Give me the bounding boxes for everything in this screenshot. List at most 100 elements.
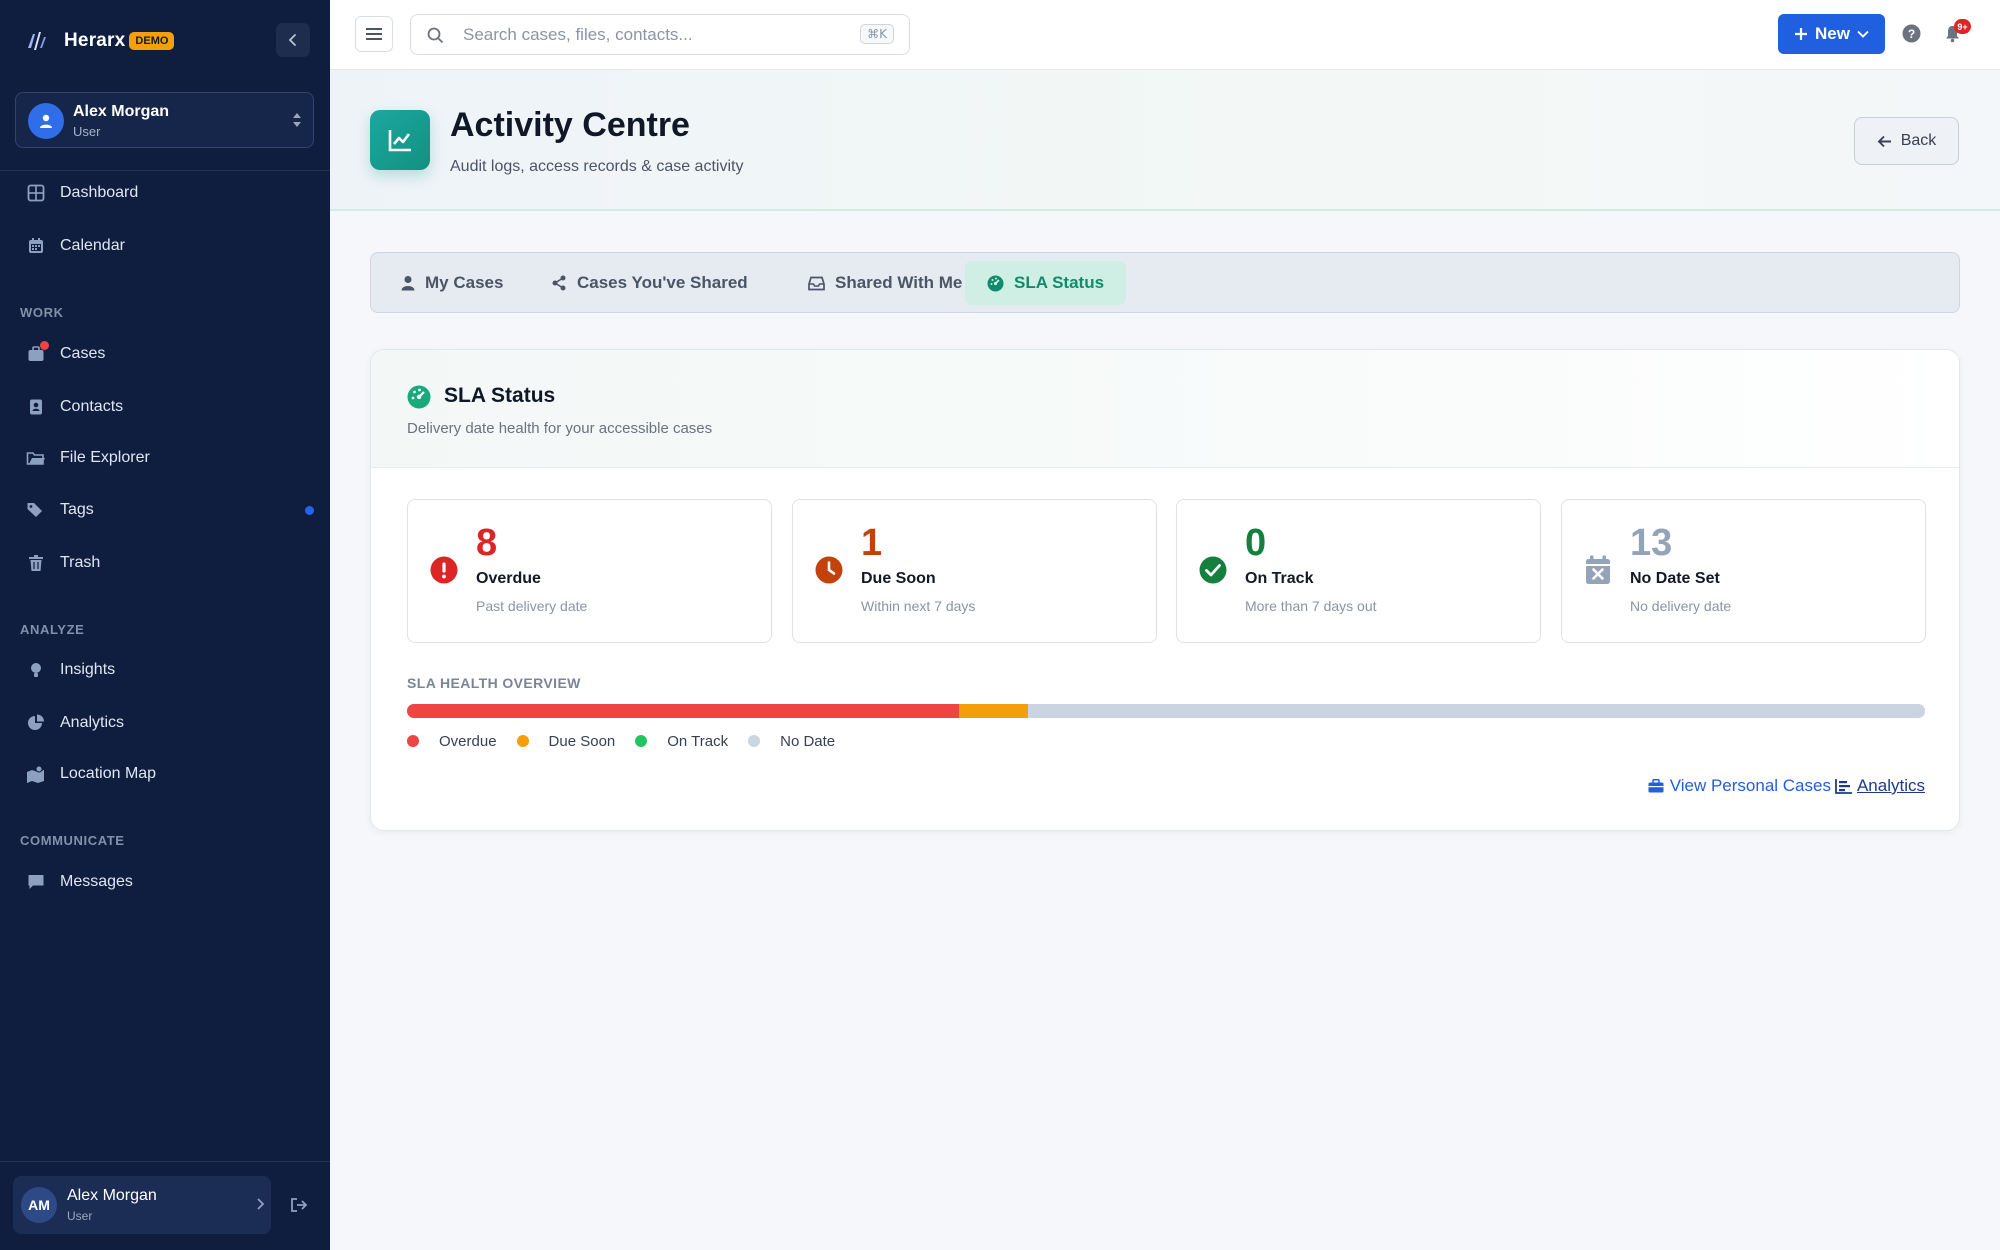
sidebar-item-label: Insights bbox=[60, 661, 116, 678]
sidebar-item-label: Tags bbox=[60, 501, 94, 518]
sla-legend: Overdue Due Soon On Track No Date bbox=[407, 731, 855, 751]
check-circle-icon bbox=[1199, 556, 1227, 584]
legend-item-on-track: On Track bbox=[635, 733, 728, 750]
help-icon[interactable]: ? bbox=[1902, 24, 1921, 43]
stat-label: Overdue bbox=[476, 570, 541, 587]
sidebar-item-contacts[interactable]: Contacts bbox=[0, 385, 330, 429]
view-personal-cases-label: View Personal Cases bbox=[1669, 776, 1831, 795]
gauge-icon bbox=[407, 385, 431, 409]
sidebar-item-calendar[interactable]: Calendar bbox=[0, 224, 330, 268]
stat-label: Due Soon bbox=[861, 570, 936, 587]
notification-dot bbox=[40, 341, 49, 350]
global-search[interactable]: ⌘K bbox=[410, 14, 910, 55]
trash-icon bbox=[26, 553, 46, 573]
share-icon bbox=[552, 275, 566, 291]
tab-my-cases[interactable]: My Cases bbox=[379, 261, 525, 305]
sidebar-item-label: Location Map bbox=[60, 765, 157, 782]
analytics-link[interactable]: Analytics bbox=[1835, 776, 1925, 796]
legend-item-due-soon: Due Soon bbox=[516, 732, 616, 750]
sidebar-item-label: Contacts bbox=[60, 398, 124, 415]
sidebar-item-location-map[interactable]: Location Map bbox=[0, 752, 330, 796]
back-button-label: Back bbox=[1900, 132, 1937, 149]
sidebar-item-insights[interactable]: Insights bbox=[0, 648, 330, 692]
page-title: Activity Centre bbox=[450, 106, 690, 144]
footer-divider bbox=[0, 1161, 330, 1162]
lightbulb-icon bbox=[26, 660, 46, 680]
sla-card-links: View Personal Cases Analytics bbox=[1648, 776, 1925, 796]
sidebar-item-analytics[interactable]: Analytics bbox=[0, 701, 330, 745]
new-button-label: New bbox=[1815, 24, 1850, 43]
logout-button[interactable] bbox=[288, 1194, 310, 1216]
stat-description: More than 7 days out bbox=[1245, 598, 1377, 614]
stat-description: No delivery date bbox=[1630, 598, 1732, 614]
logout-icon bbox=[291, 1198, 308, 1212]
legend-dot bbox=[516, 735, 529, 747]
sidebar-item-label: Trash bbox=[60, 554, 101, 571]
view-personal-cases-link[interactable]: View Personal Cases bbox=[1648, 776, 1831, 796]
stat-on-track[interactable]: 0 On Track More than 7 days out bbox=[1176, 499, 1541, 643]
brand[interactable]: Herarx DEMO bbox=[24, 24, 175, 58]
legend-item-overdue: Overdue bbox=[407, 733, 497, 750]
chevron-left-icon bbox=[288, 34, 296, 46]
sidebar-item-label: Cases bbox=[60, 345, 106, 362]
health-bar-segment-no-date bbox=[1028, 704, 1925, 718]
stat-value: 0 bbox=[1245, 522, 1267, 564]
search-input[interactable] bbox=[463, 23, 843, 47]
sidebar-item-dashboard[interactable]: Dashboard bbox=[0, 171, 330, 215]
user-icon bbox=[401, 276, 415, 291]
account-menu[interactable]: AM Alex Morgan User bbox=[13, 1176, 271, 1234]
message-icon bbox=[26, 872, 46, 892]
tab-shared-with-me[interactable]: Shared With Me bbox=[786, 261, 984, 305]
stat-label: On Track bbox=[1245, 570, 1314, 587]
calendar-icon bbox=[26, 236, 46, 256]
legend-dot bbox=[635, 735, 648, 747]
stat-overdue[interactable]: 8 Overdue Past delivery date bbox=[407, 499, 772, 643]
health-bar-segment-due-soon bbox=[959, 704, 1028, 718]
avatar bbox=[28, 103, 64, 139]
legend-label: Due Soon bbox=[548, 732, 616, 750]
sidebar-item-label: Analytics bbox=[60, 714, 125, 731]
briefcase-icon bbox=[1648, 779, 1664, 793]
tab-cases-youve-shared[interactable]: Cases You've Shared bbox=[529, 261, 770, 305]
menu-toggle-button[interactable] bbox=[355, 16, 393, 52]
gauge-icon bbox=[987, 275, 1004, 291]
stat-due-soon[interactable]: 1 Due Soon Within next 7 days bbox=[792, 499, 1157, 643]
sidebar-divider bbox=[0, 170, 330, 171]
tab-label: Cases You've Shared bbox=[577, 273, 748, 292]
search-icon bbox=[427, 27, 444, 44]
page-header: Activity Centre Audit logs, access recor… bbox=[330, 70, 2000, 211]
svg-text:?: ? bbox=[1908, 27, 1915, 41]
stat-no-date-set[interactable]: 13 No Date Set No delivery date bbox=[1561, 499, 1926, 643]
demo-badge: DEMO bbox=[129, 32, 175, 50]
user-switcher[interactable]: Alex Morgan User bbox=[15, 92, 314, 148]
section-label-work: WORK bbox=[20, 305, 64, 320]
dashboard-icon bbox=[26, 183, 46, 203]
new-button[interactable]: New bbox=[1778, 14, 1885, 54]
footer-user-role: User bbox=[67, 1209, 93, 1223]
sidebar-item-cases[interactable]: Cases bbox=[0, 332, 330, 376]
stat-label: No Date Set bbox=[1630, 570, 1720, 587]
back-button[interactable]: Back bbox=[1854, 117, 1959, 165]
notification-badge: 9+ bbox=[1954, 19, 1971, 34]
sla-card-title: SLA Status bbox=[444, 384, 556, 407]
pie-chart-icon bbox=[26, 713, 46, 733]
sla-card-subtitle: Delivery date health for your accessible… bbox=[407, 420, 713, 437]
hamburger-icon bbox=[366, 28, 382, 40]
sidebar-item-file-explorer[interactable]: File Explorer bbox=[0, 436, 330, 480]
bar-chart-icon bbox=[1835, 779, 1852, 794]
tab-sla-status[interactable]: SLA Status bbox=[965, 261, 1127, 305]
collapse-sidebar-button[interactable] bbox=[276, 23, 310, 57]
legend-dot bbox=[748, 735, 761, 747]
sidebar-item-tags[interactable]: Tags bbox=[0, 488, 330, 532]
legend-label: No Date bbox=[780, 732, 836, 750]
tags-indicator-dot bbox=[305, 506, 314, 515]
sidebar-item-messages[interactable]: Messages bbox=[0, 860, 330, 904]
sidebar-item-label: File Explorer bbox=[60, 449, 150, 466]
chevron-down-icon bbox=[1857, 30, 1869, 38]
legend-item-no-date: No Date bbox=[748, 733, 835, 750]
activity-chart-icon bbox=[370, 110, 430, 170]
sidebar: Herarx DEMO Alex Morgan User Dashboard C… bbox=[0, 0, 330, 1250]
map-icon bbox=[26, 764, 46, 784]
sidebar-item-trash[interactable]: Trash bbox=[0, 541, 330, 585]
tab-label: My Cases bbox=[425, 273, 504, 292]
